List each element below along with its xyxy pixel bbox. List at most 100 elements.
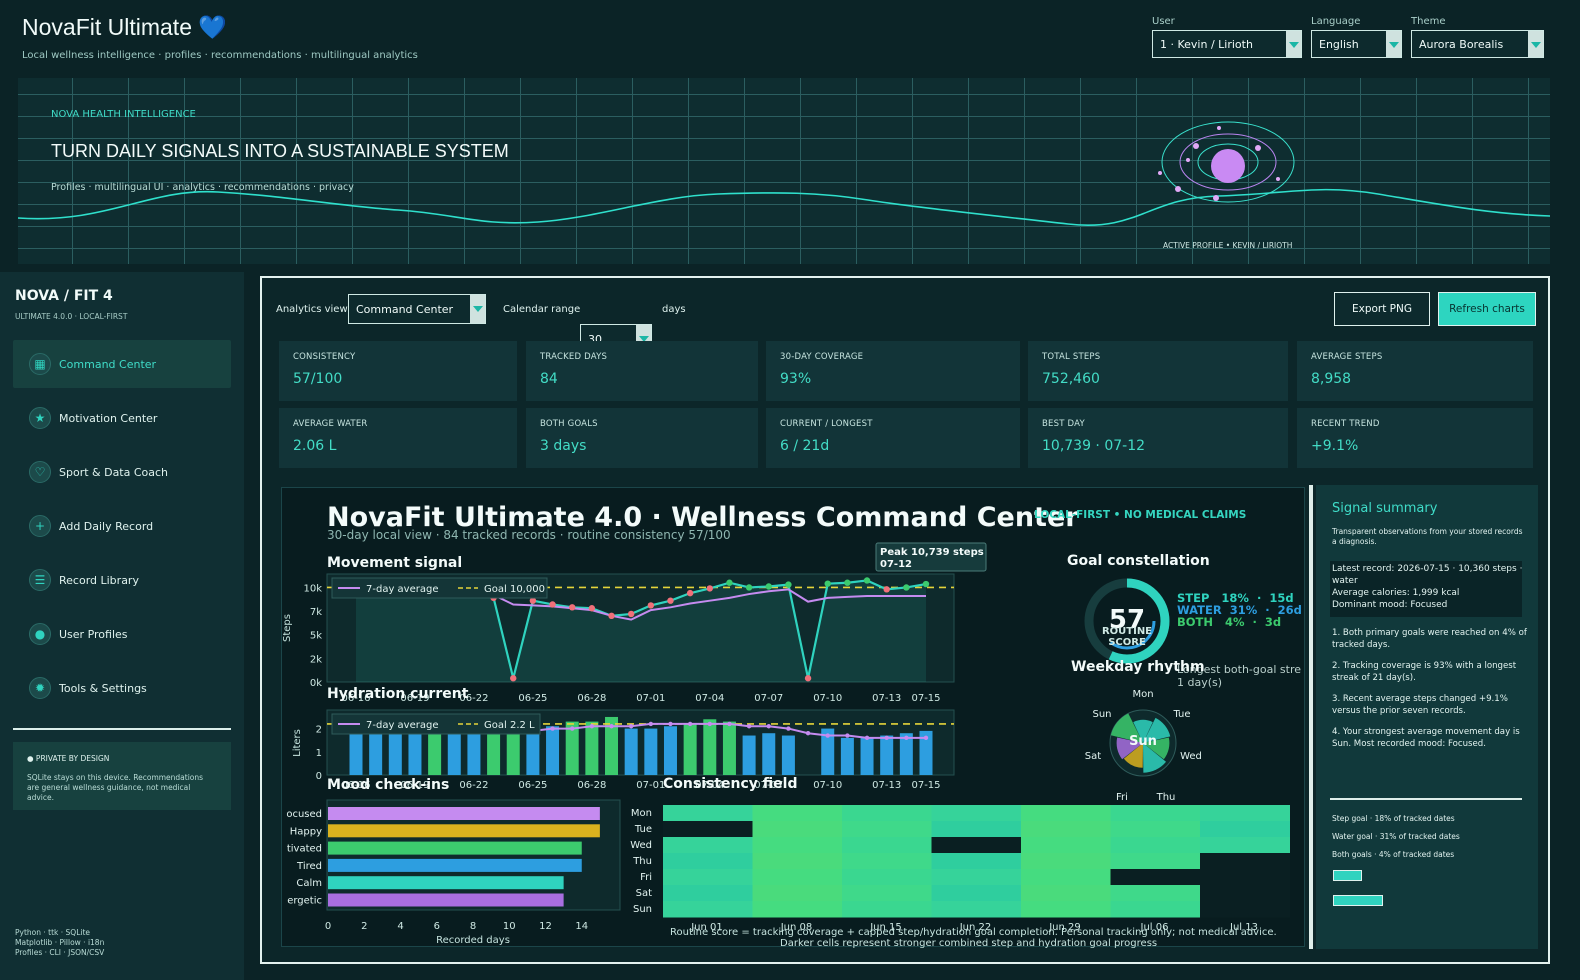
avg-point <box>786 726 791 731</box>
heatmap-cell <box>931 821 1022 838</box>
footer-line: Python · ttk · SQLite <box>15 928 91 937</box>
heatmap-cell <box>1200 821 1290 838</box>
weekday-label: Tue <box>1172 709 1190 720</box>
data-point <box>804 675 812 682</box>
hydration-bar <box>624 728 638 775</box>
x-tick: 14 <box>575 921 588 932</box>
radar-wedge <box>1143 743 1166 773</box>
data-point <box>824 580 831 587</box>
kpi-value: 752,460 <box>1042 371 1100 387</box>
legend-avg-label: 7-day average <box>366 720 438 731</box>
heatmap-rows: Mon Tue Wed Thu Fri Sat Sun <box>630 808 652 915</box>
avg-point <box>589 724 595 729</box>
avg-point <box>746 724 752 729</box>
x-tick: 06-22 <box>459 780 488 791</box>
sidebar-item-tools-settings[interactable]: ✹ Tools & Settings <box>13 664 231 712</box>
sidebar-footer: Python · ttk · SQLite Matplotlib · Pillo… <box>15 928 104 958</box>
data-point <box>569 604 576 611</box>
heatmap-cell <box>842 901 932 918</box>
language-select[interactable]: English <box>1311 30 1402 58</box>
app-title: NovaFit Ultimate 💙 <box>22 14 228 40</box>
banner-wave <box>18 121 1550 226</box>
movement-ylabel: Steps <box>282 614 293 642</box>
hydration-yticks: 0 1 2 <box>316 725 322 782</box>
heatmap-cell <box>752 901 843 918</box>
y-tick: 1 <box>316 748 322 759</box>
heatmap-row-label: Thu <box>632 856 652 867</box>
data-point <box>529 597 537 604</box>
mood-bar <box>328 841 582 855</box>
x-tick: 07-10 <box>813 693 842 704</box>
mood-label: ergetic <box>287 896 322 907</box>
sidebar-item-sport-coach[interactable]: ♡ Sport & Data Coach <box>13 448 231 496</box>
heatmap-cell <box>931 837 1022 854</box>
refresh-charts-button[interactable]: Refresh charts <box>1438 292 1536 326</box>
legend-goal-label: Goal 10,000 <box>484 584 545 595</box>
score-label-line: SCORE <box>1108 637 1146 648</box>
heatmap-cell <box>1110 901 1201 918</box>
heatmap-col-label: Jun 01 <box>690 922 723 933</box>
theme-select-value: Aurora Borealis <box>1419 37 1504 51</box>
step-goal-bar <box>1333 870 1362 881</box>
movement-area <box>356 580 926 682</box>
radar-wedge <box>1110 713 1143 743</box>
hydration-bar <box>703 719 717 775</box>
splitter-handle[interactable] <box>1309 485 1313 949</box>
summary-box-line: Dominant mood: Focused <box>1332 600 1448 610</box>
export-png-button[interactable]: Export PNG <box>1334 292 1430 326</box>
theme-select[interactable]: Aurora Borealis <box>1411 30 1544 58</box>
sidebar-item-user-profiles[interactable]: ● User Profiles <box>13 610 231 658</box>
chevron-down-icon[interactable] <box>1527 31 1543 57</box>
x-tick: 06-22 <box>459 693 488 704</box>
mood-bar <box>328 876 564 890</box>
x-tick: 4 <box>397 921 403 932</box>
chevron-down-icon[interactable] <box>1285 31 1301 57</box>
kpi-value: 8,958 <box>1311 371 1352 387</box>
hydration-bar <box>722 721 736 775</box>
heatmap-row-label: Tue <box>634 824 652 835</box>
user-select[interactable]: 1 · Kevin / Lirioth <box>1152 30 1302 58</box>
sidebar-item-motivation-center[interactable]: ★ Motivation Center <box>13 394 231 442</box>
hydration-bar <box>349 726 363 775</box>
chevron-down-icon[interactable] <box>469 295 485 323</box>
hydration-bar <box>821 728 835 775</box>
data-point <box>706 585 713 592</box>
kpi-label: RECENT TREND <box>1311 419 1380 429</box>
sidebar-item-label: Add Daily Record <box>59 519 154 533</box>
analytics-view-select[interactable]: Command Center <box>348 294 486 324</box>
x-tick: 07-13 <box>872 693 901 704</box>
kpi-label: CURRENT / LONGEST <box>780 419 873 429</box>
mood-label: Happy <box>290 826 322 837</box>
plus-icon: + <box>29 515 51 537</box>
kpi-label: AVERAGE WATER <box>293 419 368 429</box>
avg-point <box>550 726 555 731</box>
heatmap-row-label: Fri <box>640 872 652 883</box>
gear-icon: ✹ <box>29 677 51 699</box>
theme-select-group: Theme Aurora Borealis <box>1411 16 1544 58</box>
x-tick: 06-28 <box>577 693 606 704</box>
data-point <box>785 581 792 588</box>
avg-point <box>609 724 614 729</box>
sidebar-item-record-library[interactable]: ☰ Record Library <box>13 556 231 604</box>
y-tick: 7k <box>310 607 322 618</box>
summary-box-line: Latest record: 2026-07-15 · 10,360 steps… <box>1332 564 1522 574</box>
movement-xticks: 06-16 06-19 06-22 06-25 06-28 07-01 07-04 07-07… <box>341 693 940 704</box>
sidebar-item-add-daily-record[interactable]: + Add Daily Record <box>13 502 231 550</box>
sidebar-item-command-center[interactable]: ▦ Command Center <box>13 340 231 388</box>
heatmap-cell <box>663 853 753 870</box>
heart-icon: ♡ <box>29 461 51 483</box>
summary-point: 2. Tracking coverage is 93% with a longe… <box>1332 661 1517 683</box>
data-point <box>588 605 596 612</box>
figure-footer-1: Routine score = tracking coverage + capp… <box>670 927 1277 938</box>
heatmap-cell <box>663 821 753 838</box>
hydration-bar <box>565 721 579 775</box>
heatmap-cell <box>752 805 843 822</box>
heatmap-row-label: Sat <box>636 888 652 899</box>
data-point <box>903 584 910 591</box>
data-point <box>883 586 890 593</box>
heatmap-cell <box>931 901 1022 918</box>
grid-icon: ▦ <box>29 353 51 375</box>
summary-point: 3. Recent average steps changed +9.1% ve… <box>1332 694 1508 716</box>
heatmap-col-label: Jul 13 <box>1229 922 1258 933</box>
chevron-down-icon[interactable] <box>1385 31 1401 57</box>
